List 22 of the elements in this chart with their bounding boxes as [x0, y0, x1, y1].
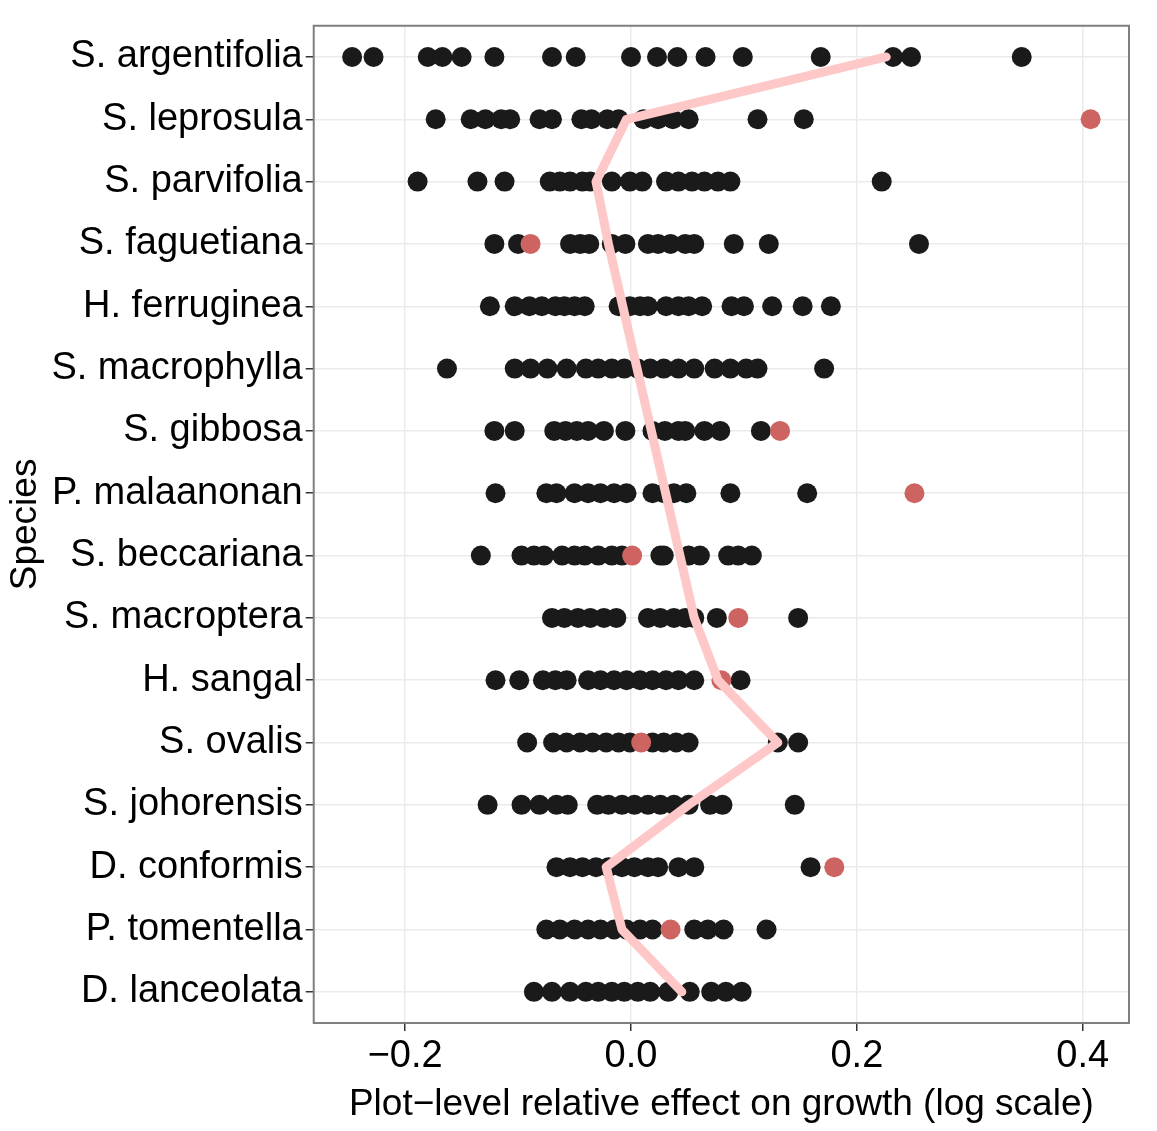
y-tick-label: S. gibbosa [123, 407, 304, 450]
y-tick-label: D. lanceolata [80, 968, 304, 1011]
x-tick-label: 0.4 [1056, 1033, 1110, 1076]
y-tick-label: S. argentifolia [70, 33, 304, 76]
y-tick-label: S. leprosula [102, 95, 304, 138]
y-tick-label: D. conformis [89, 843, 303, 886]
y-tick-label: S. ovalis [159, 719, 303, 762]
x-tick-label: −0.2 [367, 1033, 443, 1076]
y-tick-label: P. malaanonan [51, 469, 303, 512]
y-tick-label: H. sangal [142, 656, 303, 699]
y-tick-label: S. macroptera [64, 594, 304, 637]
y-tick-label: S. parvifolia [104, 158, 304, 201]
y-tick-label: S. faguetiana [78, 220, 304, 263]
y-axis-title: Species [3, 458, 45, 591]
y-tick-label: P. tomentella [85, 906, 304, 948]
y-tick-label: S. macrophylla [51, 345, 304, 388]
x-tick-label: 0.0 [604, 1033, 658, 1076]
y-tick-label: H. ferruginea [83, 282, 304, 325]
y-tick-label: S. beccariana [70, 532, 304, 575]
x-tick-label: 0.2 [830, 1033, 884, 1076]
x-axis-title: Plot−level relative effect on growth (log scale) [348, 1082, 1094, 1123]
y-tick-label: S. johorensis [83, 781, 303, 824]
